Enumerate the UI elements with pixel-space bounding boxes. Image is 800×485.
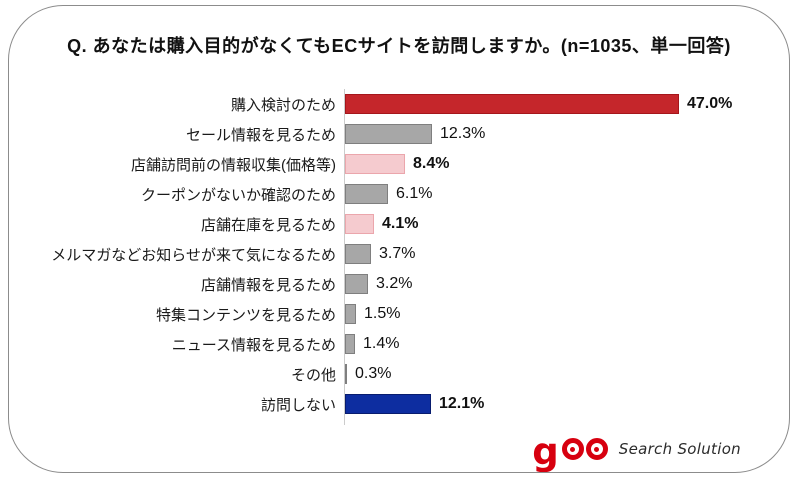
value-label: 0.3% — [355, 365, 392, 382]
value-label: 47.0% — [687, 95, 733, 112]
bar-area: 0.3% — [344, 359, 789, 389]
chart-row: 特集コンテンツを見るため 1.5% — [9, 299, 789, 329]
category-label: 店舗在庫を見るため — [200, 216, 336, 234]
bar — [345, 244, 371, 264]
bar-area: 1.4% — [344, 329, 789, 359]
chart-row: 店舗情報を見るため 3.2% — [9, 269, 789, 299]
bar — [345, 364, 347, 384]
goo-o-icon — [561, 437, 584, 460]
goo-o-dot — [594, 447, 600, 453]
goo-g-letter: g — [532, 429, 559, 473]
bar — [345, 334, 355, 354]
category-label: 店舗情報を見るため — [200, 276, 336, 294]
bar — [345, 394, 431, 414]
value-label: 12.1% — [439, 395, 485, 412]
bar-area: 3.2% — [344, 269, 789, 299]
value-label: 1.5% — [364, 305, 401, 322]
chart-row: その他 0.3% — [9, 359, 789, 389]
value-label: 3.2% — [376, 275, 413, 292]
goo-logo: g Search Solution — [532, 429, 741, 473]
value-label: 6.1% — [396, 185, 433, 202]
category-label: 購入検討のため — [230, 96, 336, 114]
bar-area: 8.4% — [344, 149, 789, 179]
chart-title: Q. あなたは購入目的がなくてもECサイトを訪問しますか。(n=1035、単一回… — [67, 36, 731, 56]
goo-o-dot — [570, 447, 576, 453]
bar-area: 12.1% — [344, 389, 789, 419]
bar-area: 4.1% — [344, 209, 789, 239]
value-label: 1.4% — [363, 335, 400, 352]
chart-row: メルマガなどお知らせが来て気になるため 3.7% — [9, 239, 789, 269]
bar-area: 12.3% — [344, 119, 789, 149]
bar-area: 3.7% — [344, 239, 789, 269]
chart-row: ニュース情報を見るため 1.4% — [9, 329, 789, 359]
chart-row: 店舗在庫を見るため 4.1% — [9, 209, 789, 239]
bar — [345, 214, 374, 234]
category-label: 訪問しない — [260, 396, 336, 414]
chart-row: クーポンがないか確認のため 6.1% — [9, 179, 789, 209]
chart-row: 購入検討のため 47.0% — [9, 89, 789, 119]
value-label: 8.4% — [413, 155, 450, 172]
bar — [345, 304, 356, 324]
category-label: 特集コンテンツを見るため — [155, 306, 336, 324]
bar — [345, 274, 368, 294]
bar — [345, 94, 679, 114]
bar — [345, 154, 405, 174]
bar-area: 1.5% — [344, 299, 789, 329]
survey-result-card: Q. あなたは購入目的がなくてもECサイトを訪問しますか。(n=1035、単一回… — [8, 5, 790, 473]
logo-subtext: Search Solution — [618, 439, 741, 458]
goo-logo-wordmark: g — [532, 429, 608, 473]
bar — [345, 184, 388, 204]
category-label: セール情報を見るため — [185, 126, 336, 144]
category-label: その他 — [290, 366, 336, 384]
bar-area: 47.0% — [344, 89, 789, 119]
value-label: 12.3% — [440, 125, 486, 142]
bar-chart: 購入検討のため 47.0% セール情報を見るため 12.3% 店舗訪問前の情報収集(価格… — [9, 89, 789, 425]
axis-baseline — [344, 419, 789, 425]
bar-area: 6.1% — [344, 179, 789, 209]
chart-row: セール情報を見るため 12.3% — [9, 119, 789, 149]
category-label: メルマガなどお知らせが来て気になるため — [51, 246, 336, 264]
chart-row: 店舗訪問前の情報収集(価格等) 8.4% — [9, 149, 789, 179]
category-label: クーポンがないか確認のため — [140, 186, 336, 204]
category-label: ニュース情報を見るため — [171, 336, 336, 354]
category-label: 店舗訪問前の情報収集(価格等) — [131, 156, 336, 174]
value-label: 3.7% — [379, 245, 416, 262]
chart-rows: 購入検討のため 47.0% セール情報を見るため 12.3% 店舗訪問前の情報収集(価格… — [9, 89, 789, 419]
goo-o-icon — [585, 437, 608, 460]
value-label: 4.1% — [382, 215, 419, 232]
chart-row: 訪問しない 12.1% — [9, 389, 789, 419]
bar — [345, 124, 432, 144]
